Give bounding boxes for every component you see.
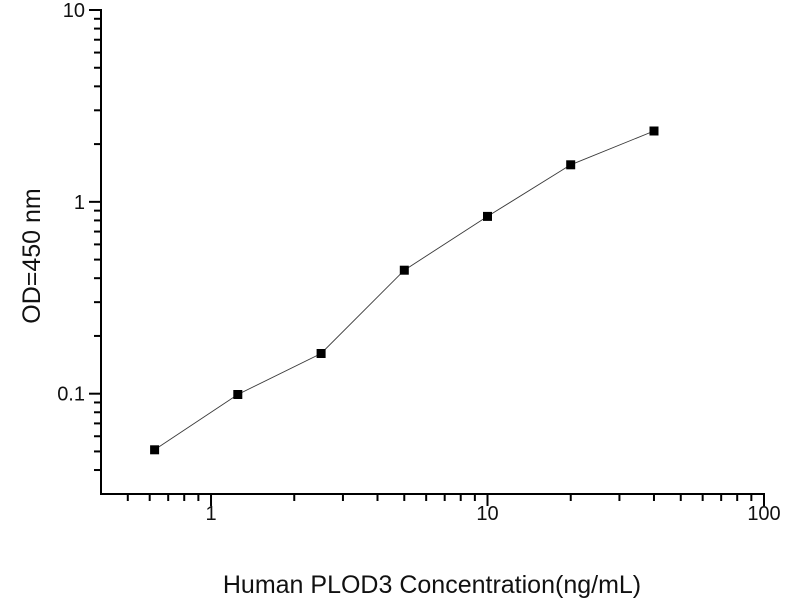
y-tick-label: 10 [63, 0, 85, 22]
data-point-marker [649, 126, 659, 136]
data-point-marker [150, 445, 160, 455]
data-point-marker [483, 211, 492, 221]
x-tick-label: 10 [476, 503, 498, 525]
data-point-marker [316, 349, 326, 358]
x-axis-title: Human PLOD3 Concentration(ng/mL) [223, 571, 641, 599]
data-point-marker [399, 265, 409, 275]
y-tick-label: 0.1 [57, 384, 85, 406]
y-tick-label: 1 [74, 192, 85, 214]
x-tick-label: 1 [205, 503, 216, 525]
x-tick-label: 100 [747, 503, 780, 525]
y-axis-title: OD=450 nm [18, 188, 46, 324]
curve-line [154, 130, 655, 451]
data-point-marker [233, 390, 243, 399]
data-point-marker [566, 160, 576, 170]
